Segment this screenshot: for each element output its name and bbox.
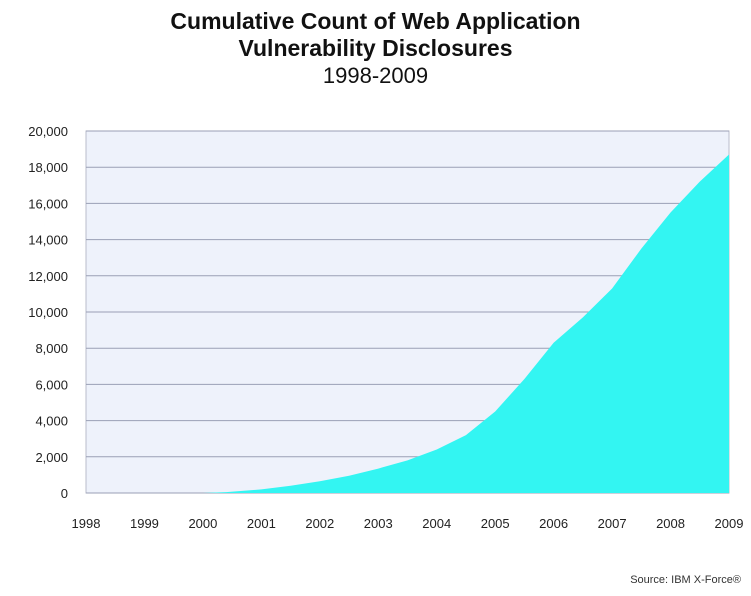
source-note: Source: IBM X-Force® [630, 574, 741, 586]
x-tick-label: 2006 [539, 516, 568, 531]
x-tick-label: 2009 [715, 516, 744, 531]
x-tick-label: 2008 [656, 516, 685, 531]
x-tick-label: 2001 [247, 516, 276, 531]
y-tick-label: 16,000 [28, 196, 68, 211]
y-tick-label: 8,000 [35, 341, 68, 356]
x-tick-label: 2000 [188, 516, 217, 531]
area-series [86, 154, 729, 493]
x-tick-label: 2003 [364, 516, 393, 531]
chart-title-line-1: Cumulative Count of Web Application [170, 8, 581, 34]
x-tick-label: 2007 [598, 516, 627, 531]
chart-title-line-2: Vulnerability Disclosures [238, 35, 513, 61]
x-tick-label: 2002 [305, 516, 334, 531]
chart-subtitle: 1998-2009 [322, 63, 429, 88]
y-tick-label: 6,000 [35, 377, 68, 392]
x-tick-label: 1998 [72, 516, 101, 531]
y-tick-label: 4,000 [35, 414, 68, 429]
y-tick-label: 14,000 [28, 233, 68, 248]
y-tick-label: 2,000 [35, 450, 68, 465]
x-tick-label: 2004 [422, 516, 451, 531]
y-tick-label: 10,000 [28, 305, 68, 320]
y-tick-label: 20,000 [28, 124, 68, 139]
x-tick-label: 2005 [481, 516, 510, 531]
y-tick-label: 12,000 [28, 269, 68, 284]
y-tick-label: 0 [61, 486, 68, 501]
y-tick-label: 18,000 [28, 160, 68, 175]
x-tick-label: 1999 [130, 516, 159, 531]
chart-title-block: Cumulative Count of Web Application Vuln… [0, 8, 751, 89]
